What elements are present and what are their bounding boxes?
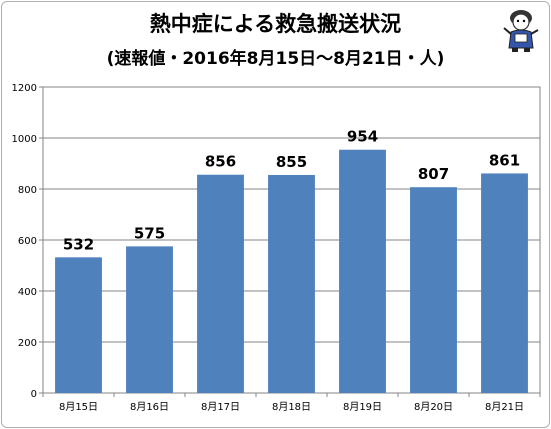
y-tick-label: 0 bbox=[31, 389, 37, 400]
y-tick-label: 200 bbox=[18, 338, 37, 349]
data-label: 861 bbox=[489, 151, 520, 169]
y-tick-label: 400 bbox=[18, 287, 37, 298]
x-tick-label: 8月21日 bbox=[485, 401, 524, 413]
chart-subtitle: (速報値・2016年8月15日〜8月21日・人) bbox=[106, 49, 445, 69]
bar bbox=[126, 246, 173, 393]
data-label: 807 bbox=[418, 165, 449, 183]
x-tick-label: 8月15日 bbox=[59, 401, 98, 413]
data-label: 532 bbox=[63, 235, 94, 253]
mascot-character-icon bbox=[503, 10, 539, 52]
data-label: 856 bbox=[205, 153, 236, 171]
data-label: 575 bbox=[134, 224, 165, 242]
y-tick-label: 1000 bbox=[12, 134, 37, 145]
bar bbox=[197, 174, 244, 393]
y-tick-label: 800 bbox=[18, 185, 37, 196]
bar bbox=[55, 257, 102, 393]
x-tick-label: 8月16日 bbox=[130, 401, 169, 413]
bar bbox=[481, 173, 528, 393]
bar bbox=[268, 174, 315, 393]
x-tick-label: 8月19日 bbox=[343, 401, 382, 413]
bar bbox=[410, 187, 457, 393]
y-tick-label: 1200 bbox=[12, 83, 37, 94]
chart-title: 熱中症による救急搬送状況 bbox=[149, 12, 402, 36]
x-tick-label: 8月20日 bbox=[414, 401, 453, 413]
y-tick-label: 600 bbox=[18, 236, 37, 247]
bar bbox=[339, 149, 386, 393]
x-tick-label: 8月18日 bbox=[272, 401, 311, 413]
data-label: 855 bbox=[276, 153, 307, 171]
x-tick-label: 8月17日 bbox=[201, 401, 240, 413]
data-label: 954 bbox=[347, 128, 378, 146]
